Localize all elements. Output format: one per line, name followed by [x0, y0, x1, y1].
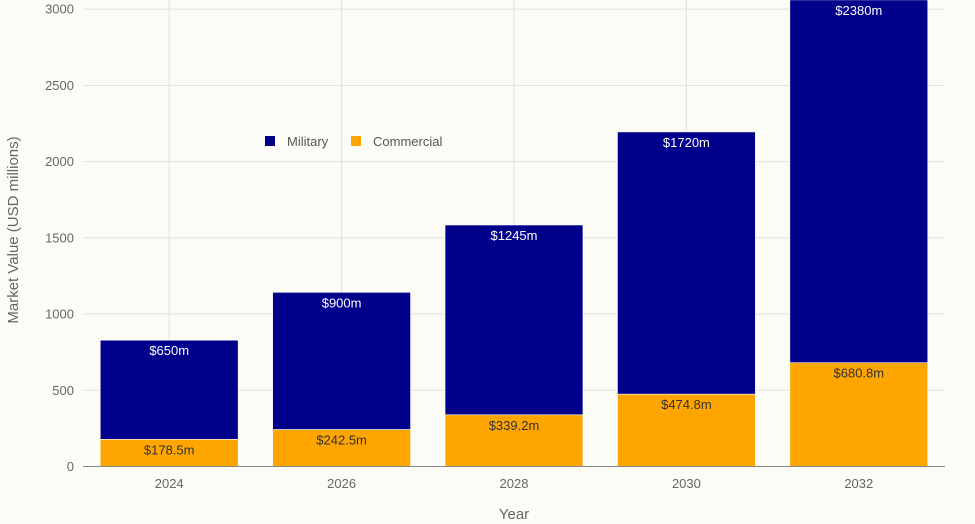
- y-tick-label: 1500: [45, 230, 74, 245]
- bar-commercial-2028: [444, 414, 584, 467]
- bar-commercial-2024: [99, 438, 239, 467]
- bar-military-2024: [99, 339, 239, 440]
- y-tick-label: 2000: [45, 154, 74, 169]
- x-tick-label: 2028: [500, 476, 529, 491]
- bar-commercial-2026: [272, 429, 411, 467]
- y-tick-label: 3000: [45, 2, 74, 17]
- legend-swatch-military: [265, 136, 275, 146]
- legend-label-military: Military: [287, 134, 329, 149]
- bars: [99, 0, 929, 467]
- y-tick-label: 2500: [45, 78, 74, 93]
- x-axis-ticks: 2024 2026 2028 2030 2032: [155, 476, 874, 491]
- bar-label-military-2026: $900m: [322, 295, 362, 310]
- y-axis-ticks: 0 500 1000 1500 2000 2500 3000: [45, 2, 74, 474]
- y-tick-label: 0: [67, 459, 74, 474]
- y-axis-title: Market Value (USD millions): [5, 136, 22, 323]
- y-tick-label: 500: [52, 383, 74, 398]
- bar-label-military-2030: $1720m: [663, 135, 710, 150]
- legend-item-commercial[interactable]: Commercial: [351, 134, 442, 149]
- bar-label-military-2024: $650m: [149, 343, 189, 358]
- bar-label-commercial-2024: $178.5m: [144, 442, 195, 457]
- legend: Military Commercial: [265, 134, 442, 149]
- x-tick-label: 2030: [672, 476, 701, 491]
- bar-military-2030: [617, 131, 756, 395]
- bar-commercial-2032: [789, 362, 929, 467]
- x-tick-label: 2024: [155, 476, 184, 491]
- bar-label-commercial-2032: $680.8m: [834, 366, 885, 381]
- bar-military-2028: [444, 224, 584, 416]
- legend-item-military[interactable]: Military: [265, 134, 329, 149]
- x-tick-label: 2032: [844, 476, 873, 491]
- legend-label-commercial: Commercial: [373, 134, 442, 149]
- legend-swatch-commercial: [351, 136, 361, 146]
- bar-labels: $178.5m $650m $242.5m $900m $339.2m $1245m $47…: [144, 3, 884, 457]
- bar-military-2026: [272, 292, 411, 430]
- x-axis-title: Year: [499, 506, 529, 523]
- bar-label-commercial-2028: $339.2m: [489, 418, 540, 433]
- bar-label-commercial-2030: $474.8m: [661, 397, 712, 412]
- bar-label-commercial-2026: $242.5m: [316, 433, 367, 448]
- y-tick-label: 1000: [45, 307, 74, 322]
- bar-military-2032: [789, 0, 929, 364]
- bar-label-military-2032: $2380m: [835, 3, 882, 18]
- x-tick-label: 2026: [327, 476, 356, 491]
- bar-commercial-2030: [617, 393, 756, 467]
- bar-label-military-2028: $1245m: [491, 228, 538, 243]
